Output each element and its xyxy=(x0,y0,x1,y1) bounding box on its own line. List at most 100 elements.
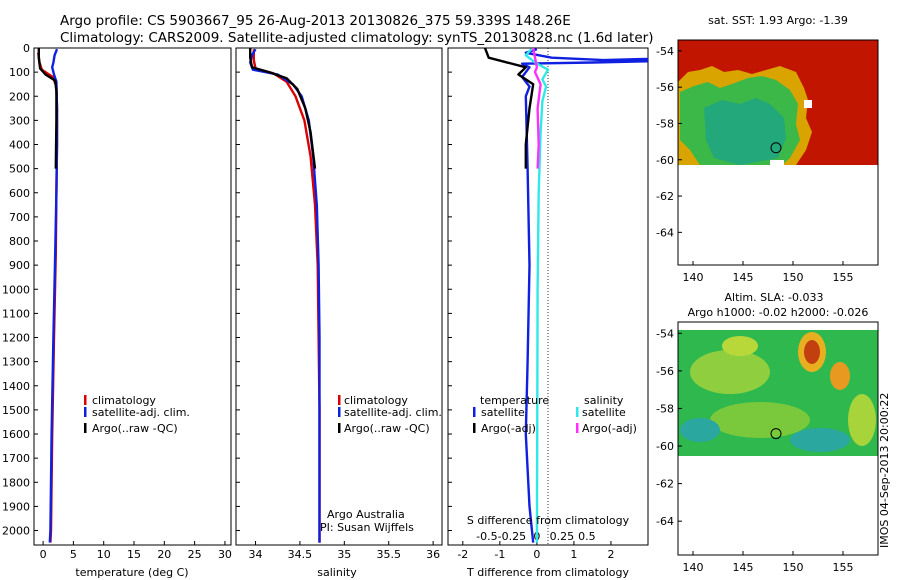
lon-tick-label: 145 xyxy=(733,271,754,284)
s-difference-label: S difference from climatology xyxy=(467,514,630,527)
depth-tick-label: 2000 xyxy=(2,525,30,538)
sla-map-title: Altim. SLA: -0.033 xyxy=(724,291,823,304)
lat-tick-label: -62 xyxy=(656,478,674,491)
profile-title: Argo profile: CS 5903667_95 26-Aug-2013 … xyxy=(60,13,571,29)
legend-label-t-satellite: satellite xyxy=(481,406,525,419)
legend-label-argo: Argo(..raw -QC) xyxy=(344,422,430,435)
argo-australia-note: Argo Australia xyxy=(327,508,405,521)
legend-swatch-t-satellite xyxy=(473,407,476,417)
x-tick-label: 34 xyxy=(249,548,263,561)
sla-positive-region xyxy=(848,394,876,446)
lat-tick-label: -58 xyxy=(656,117,674,130)
t-difference-xlabel: T difference from climatology xyxy=(466,566,629,579)
s-tick-label: 0.25 xyxy=(550,530,575,543)
lon-tick-label: 150 xyxy=(783,561,804,574)
difference-legend: temperature salinity satellite Argo(-adj… xyxy=(473,394,637,435)
difference-frame xyxy=(447,47,649,546)
depth-tick-label: 1800 xyxy=(2,476,30,489)
sla-high-eddy xyxy=(830,362,850,390)
sst-map-title: sat. SST: 1.93 Argo: -1.39 xyxy=(708,14,848,27)
sla-map-subtitle: Argo h1000: -0.02 h2000: -0.026 xyxy=(688,306,869,319)
temperature-frame xyxy=(33,47,232,546)
legend-swatch-t-argo xyxy=(473,423,476,433)
sst-map-axes: 140 145 150 155 -54 -56 -58 -60 -62 -64 xyxy=(656,45,853,284)
sst-map-frame xyxy=(677,39,879,266)
depth-tick-label: 400 xyxy=(9,139,30,152)
x-tick-label: 20 xyxy=(157,548,171,561)
lat-tick-label: -60 xyxy=(656,440,674,453)
lat-tick-label: -54 xyxy=(656,45,674,58)
depth-tick-label: 1200 xyxy=(2,332,30,345)
legend-swatch-s-satellite xyxy=(576,407,579,417)
depth-tick-label: 200 xyxy=(9,90,30,103)
argo-location-marker xyxy=(770,142,782,154)
difference-depth-ticks xyxy=(448,47,452,532)
lat-tick-label: -56 xyxy=(656,365,674,378)
lat-tick-label: -62 xyxy=(656,190,674,203)
temperature-lines xyxy=(37,48,59,543)
depth-tick-label: 300 xyxy=(9,114,30,127)
salinity-depth-ticks xyxy=(236,47,240,532)
salinity-xlabel: salinity xyxy=(317,566,357,579)
depth-tick-label: 1600 xyxy=(2,428,30,441)
legend-header-salinity: salinity xyxy=(584,394,624,407)
x-tick-label: 10 xyxy=(97,548,111,561)
legend-swatch-climatology xyxy=(84,395,87,405)
legend-header-temperature: temperature xyxy=(480,394,549,407)
lon-tick-label: 140 xyxy=(683,271,704,284)
sla-map-frame xyxy=(677,321,879,556)
legend-swatch-satellite xyxy=(84,407,87,417)
legend-label-s-argo: Argo(-adj) xyxy=(582,422,637,435)
depth-tick-label: 500 xyxy=(9,163,30,176)
legend-swatch-satellite xyxy=(338,407,341,417)
x-tick-label: 35.5 xyxy=(376,548,401,561)
x-tick-label: 15 xyxy=(127,548,141,561)
pi-note: PI: Susan Wijffels xyxy=(320,521,414,534)
legend-swatch-s-argo xyxy=(576,423,579,433)
sst-field xyxy=(678,40,878,165)
temperature-xlabel: temperature (deg C) xyxy=(75,566,188,579)
depth-tick-label: 1000 xyxy=(2,283,30,296)
sla-positive-region xyxy=(690,350,770,394)
lat-tick-label: -64 xyxy=(656,226,674,239)
depth-tick-label: 0 xyxy=(23,42,30,55)
x-tick-label: 25 xyxy=(188,548,202,561)
series-line-temperature-satellite xyxy=(520,48,648,543)
x-tick-label: 36 xyxy=(426,548,440,561)
sst-missing-patch xyxy=(804,100,812,108)
legend-label-climatology: climatology xyxy=(92,394,156,407)
x-tick-label: 0 xyxy=(40,548,47,561)
salinity-panel: 34 34.5 35 35.5 36 salinity climatology sate… xyxy=(235,47,443,579)
x-tick-label: 1 xyxy=(570,548,577,561)
sla-negative-region xyxy=(790,428,850,452)
depth-tick-label: 700 xyxy=(9,211,30,224)
argo-location-marker xyxy=(770,428,782,440)
x-tick-label: -1 xyxy=(494,548,505,561)
salinity-legend: climatology satellite-adj. clim. Argo(..… xyxy=(338,394,442,435)
depth-tick-label: 1500 xyxy=(2,404,30,417)
x-tick-label: 2 xyxy=(607,548,614,561)
lon-tick-label: 145 xyxy=(733,561,754,574)
temperature-panel: 0100200300400500600700800900100011001200… xyxy=(2,42,232,579)
sst-missing-patch xyxy=(770,160,784,165)
sla-positive-region xyxy=(722,336,758,356)
series-line-argo-raw-qc- xyxy=(37,48,58,169)
sla-negative-region xyxy=(680,418,720,442)
series-line-salinity-argo-adj- xyxy=(532,48,542,169)
t-difference-axis: -2 -1 0 1 2 xyxy=(457,541,614,561)
sst-cool-region xyxy=(704,98,786,165)
x-tick-label: 34.5 xyxy=(288,548,313,561)
lon-tick-label: 155 xyxy=(833,561,854,574)
depth-tick-label: 1700 xyxy=(2,452,30,465)
series-line-temperature-argo-adj- xyxy=(483,48,535,169)
series-line-salinity-satellite xyxy=(524,48,550,543)
x-tick-label: 35 xyxy=(337,548,351,561)
x-tick-label: 0 xyxy=(533,548,540,561)
salinity-lines xyxy=(248,48,321,543)
lon-tick-label: 140 xyxy=(683,561,704,574)
salinity-axis: 34 34.5 35 35.5 36 xyxy=(249,541,440,561)
s-tick-label: 0.5 xyxy=(578,530,596,543)
depth-tick-label: 600 xyxy=(9,187,30,200)
depth-tick-label: 100 xyxy=(9,66,30,79)
